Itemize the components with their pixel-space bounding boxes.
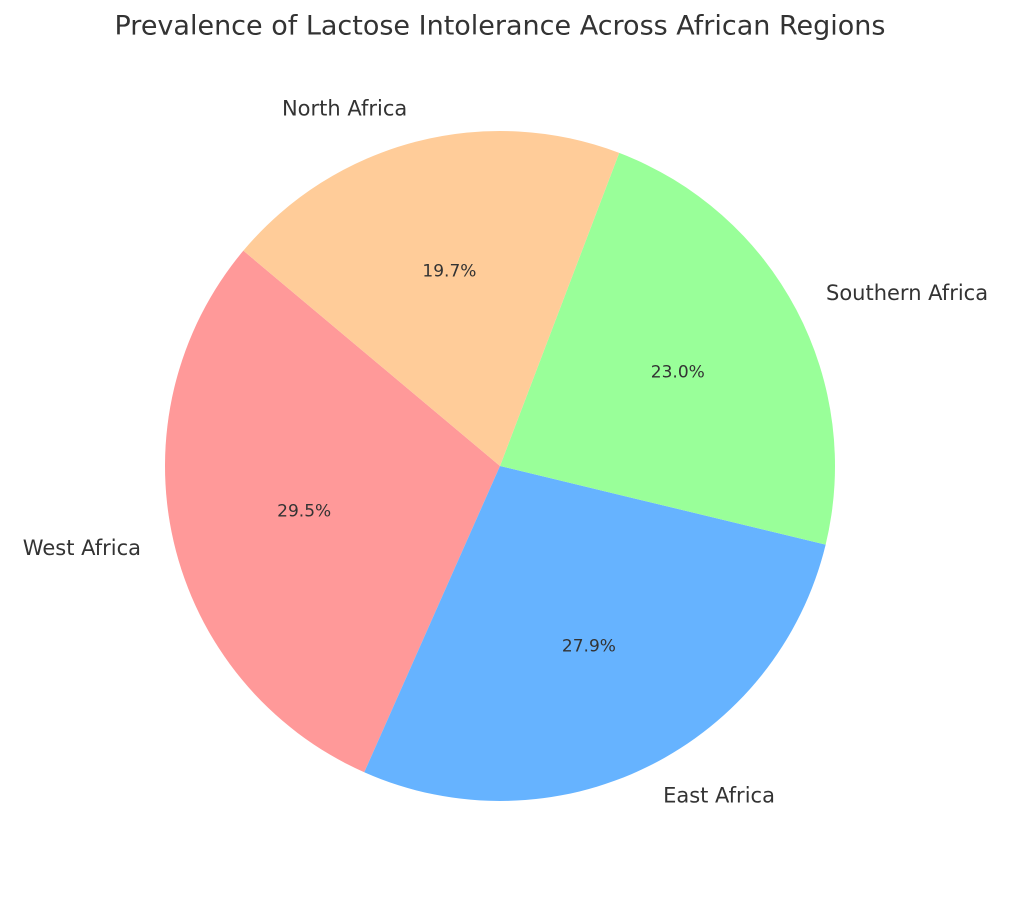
pie-slice: [364, 466, 826, 801]
percent-label: 27.9%: [562, 636, 616, 656]
pie-slice: [500, 152, 835, 545]
percent-label: 29.5%: [277, 501, 331, 521]
pie-slice: [243, 131, 620, 466]
chart-title: Prevalence of Lactose Intolerance Across…: [115, 11, 886, 42]
percent-label: 19.7%: [422, 261, 476, 281]
pie-slice: [164, 250, 501, 773]
slice-label: Southern Africa: [826, 281, 988, 305]
slice-label: West Africa: [23, 536, 141, 560]
percent-label: 23.0%: [651, 362, 705, 382]
slice-label: East Africa: [663, 783, 775, 807]
slice-label: North Africa: [282, 96, 407, 120]
